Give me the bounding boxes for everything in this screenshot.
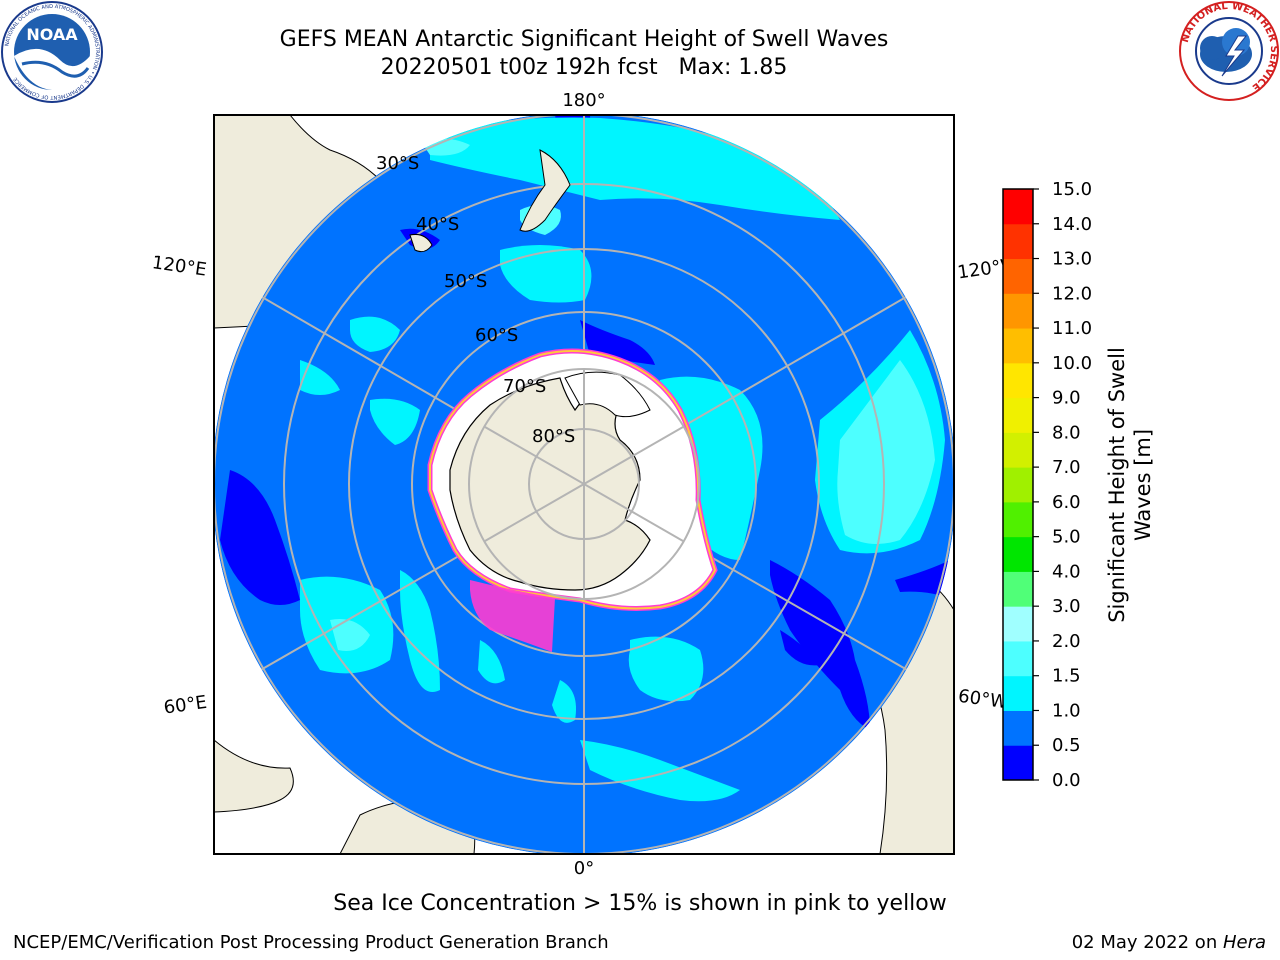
nws-logo-icon: NATIONAL WEATHER SERVICE	[1179, 1, 1279, 101]
producer-credit: NCEP/EMC/Verification Post Processing Pr…	[13, 932, 609, 953]
colorbar-tick-label: 5.0	[1052, 527, 1081, 548]
lat-label-30: 30°S	[376, 153, 419, 174]
colorbar-segment	[1003, 362, 1033, 399]
colorbar-segment	[1003, 293, 1033, 329]
colorbar-tick-label: 1.5	[1052, 666, 1081, 687]
colorbar: 0.0 0.5 1.0 1.5 2.0 3.0 4.0 5.0 6.0 7.0 8.0 9.0 10.0…	[1002, 179, 1092, 791]
noaa-logo-text: NOAA	[26, 25, 78, 44]
colorbar-tick-label: 6.0	[1052, 492, 1081, 513]
lat-label-80: 80°S	[532, 426, 575, 447]
colorbar-tick-label: 14.0	[1052, 214, 1092, 235]
sea-ice-edge-yellow	[429, 350, 717, 610]
lat-label-70: 70°S	[503, 376, 546, 397]
colorbar-segment	[1003, 710, 1033, 746]
colorbar-segment	[1003, 536, 1033, 572]
run-date: 02 May 2022 on Hera	[1072, 932, 1266, 953]
colorbar-label-line-2: Waves [m]	[1131, 429, 1155, 541]
colorbar-frame	[1002, 188, 1034, 781]
chart-title: GEFS MEAN Antarctic Significant Height o…	[264, 26, 904, 82]
colorbar-segment	[1003, 258, 1033, 294]
inner-grid	[468, 368, 700, 600]
ross-ice-shelf	[564, 371, 651, 418]
lon-label-0: 0°	[574, 858, 594, 879]
colorbar-segment	[1003, 675, 1033, 711]
new-zealand-land	[519, 149, 571, 232]
colorbar-tick-label: 4.0	[1052, 561, 1081, 582]
lon-label-120e: 120°E	[151, 252, 208, 280]
lat-label-40: 40°S	[416, 214, 459, 235]
colorbar-tick-label: 12.0	[1052, 283, 1092, 304]
colorbar-tick-label: 3.0	[1052, 596, 1081, 617]
colorbar-segment	[1003, 501, 1033, 538]
africa-land	[214, 739, 294, 813]
colorbar-tick-label: 11.0	[1052, 318, 1092, 339]
colorbar-tick-label: 7.0	[1052, 457, 1081, 478]
lat-label-60: 60°S	[475, 325, 518, 346]
colorbar-segment	[1003, 745, 1033, 781]
colorbar-segment	[1003, 189, 1033, 225]
colorbar-segment	[1003, 467, 1033, 503]
title-line-1: GEFS MEAN Antarctic Significant Height o…	[279, 27, 889, 52]
colorbar-tick-label: 15.0	[1052, 179, 1092, 200]
colorbar-segment	[1003, 606, 1033, 642]
colorbar-tick-label: 9.0	[1052, 388, 1081, 409]
sea-ice-note: Sea Ice Concentration > 15% is shown in …	[333, 891, 947, 916]
colorbar-segment	[1003, 640, 1033, 677]
colorbar-segment	[1003, 397, 1033, 433]
colorbar-tick-label: 13.0	[1052, 249, 1092, 270]
colorbar-tick-label: 0.5	[1052, 735, 1081, 756]
colorbar-tick-label: 10.0	[1052, 353, 1092, 374]
colorbar-tick-label: 0.0	[1052, 770, 1081, 791]
noaa-logo-icon: NOAA NATIONAL OCEANIC AND ATMOSPHERIC AD…	[1, 1, 103, 103]
map-area: 30°S 40°S 50°S 60°S 70°S 80°S	[214, 115, 954, 854]
colorbar-segment	[1003, 571, 1033, 607]
colorbar-tick-label: 8.0	[1052, 422, 1081, 443]
colorbar-tick-label: 1.0	[1052, 700, 1081, 721]
map-frame	[213, 114, 955, 855]
lat-label-50: 50°S	[444, 271, 487, 292]
lon-label-180: 180°	[562, 90, 605, 111]
sea-ice-pink-patch	[470, 580, 555, 652]
title-line-2: 20220501 t00z 192h fcst Max: 1.85	[380, 55, 788, 80]
colorbar-label-line-1: Significant Height of Swell	[1105, 347, 1129, 623]
tasmania-land	[409, 234, 433, 253]
colorbar-segment	[1003, 432, 1033, 468]
lon-label-60e: 60°E	[162, 692, 208, 719]
colorbar-segment	[1003, 328, 1033, 364]
colorbar-segment	[1003, 223, 1033, 260]
colorbar-tick-label: 2.0	[1052, 631, 1081, 652]
run-date-text: 02 May 2022 on	[1071, 932, 1223, 953]
host-name: Hera	[1222, 932, 1266, 953]
lon-label-60w: 60°W	[957, 686, 1009, 714]
